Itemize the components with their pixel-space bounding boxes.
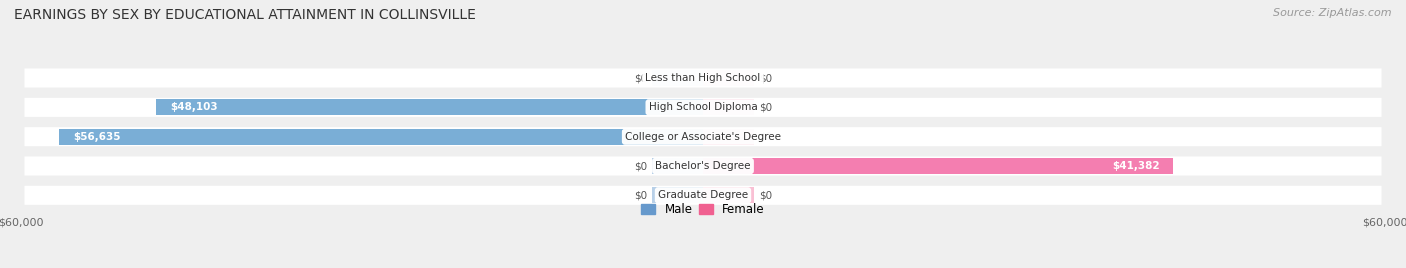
FancyBboxPatch shape [24, 98, 1382, 117]
Text: EARNINGS BY SEX BY EDUCATIONAL ATTAINMENT IN COLLINSVILLE: EARNINGS BY SEX BY EDUCATIONAL ATTAINMEN… [14, 8, 477, 22]
Bar [59, 129, 703, 145]
Bar [703, 129, 754, 145]
Text: Less than High School: Less than High School [645, 73, 761, 83]
Bar [703, 99, 754, 116]
Bar [652, 158, 703, 174]
Bar [652, 70, 703, 86]
Text: Source: ZipAtlas.com: Source: ZipAtlas.com [1274, 8, 1392, 18]
Text: $0: $0 [759, 73, 772, 83]
Text: $0: $0 [759, 132, 772, 142]
Bar [703, 70, 754, 86]
Text: $41,382: $41,382 [1112, 161, 1160, 171]
Bar [156, 99, 703, 116]
Text: $56,635: $56,635 [73, 132, 121, 142]
Text: Graduate Degree: Graduate Degree [658, 190, 748, 200]
FancyBboxPatch shape [24, 127, 1382, 146]
Text: $0: $0 [634, 73, 647, 83]
Text: $0: $0 [634, 161, 647, 171]
Bar [652, 187, 703, 203]
Text: $0: $0 [634, 190, 647, 200]
Text: $0: $0 [759, 102, 772, 112]
Text: Bachelor's Degree: Bachelor's Degree [655, 161, 751, 171]
FancyBboxPatch shape [24, 186, 1382, 205]
Text: $0: $0 [759, 190, 772, 200]
Bar [703, 187, 754, 203]
Text: College or Associate's Degree: College or Associate's Degree [626, 132, 780, 142]
Bar [703, 158, 1174, 174]
Text: $48,103: $48,103 [170, 102, 218, 112]
Legend: Male, Female: Male, Female [637, 199, 769, 221]
Text: High School Diploma: High School Diploma [648, 102, 758, 112]
FancyBboxPatch shape [24, 157, 1382, 176]
FancyBboxPatch shape [24, 69, 1382, 88]
